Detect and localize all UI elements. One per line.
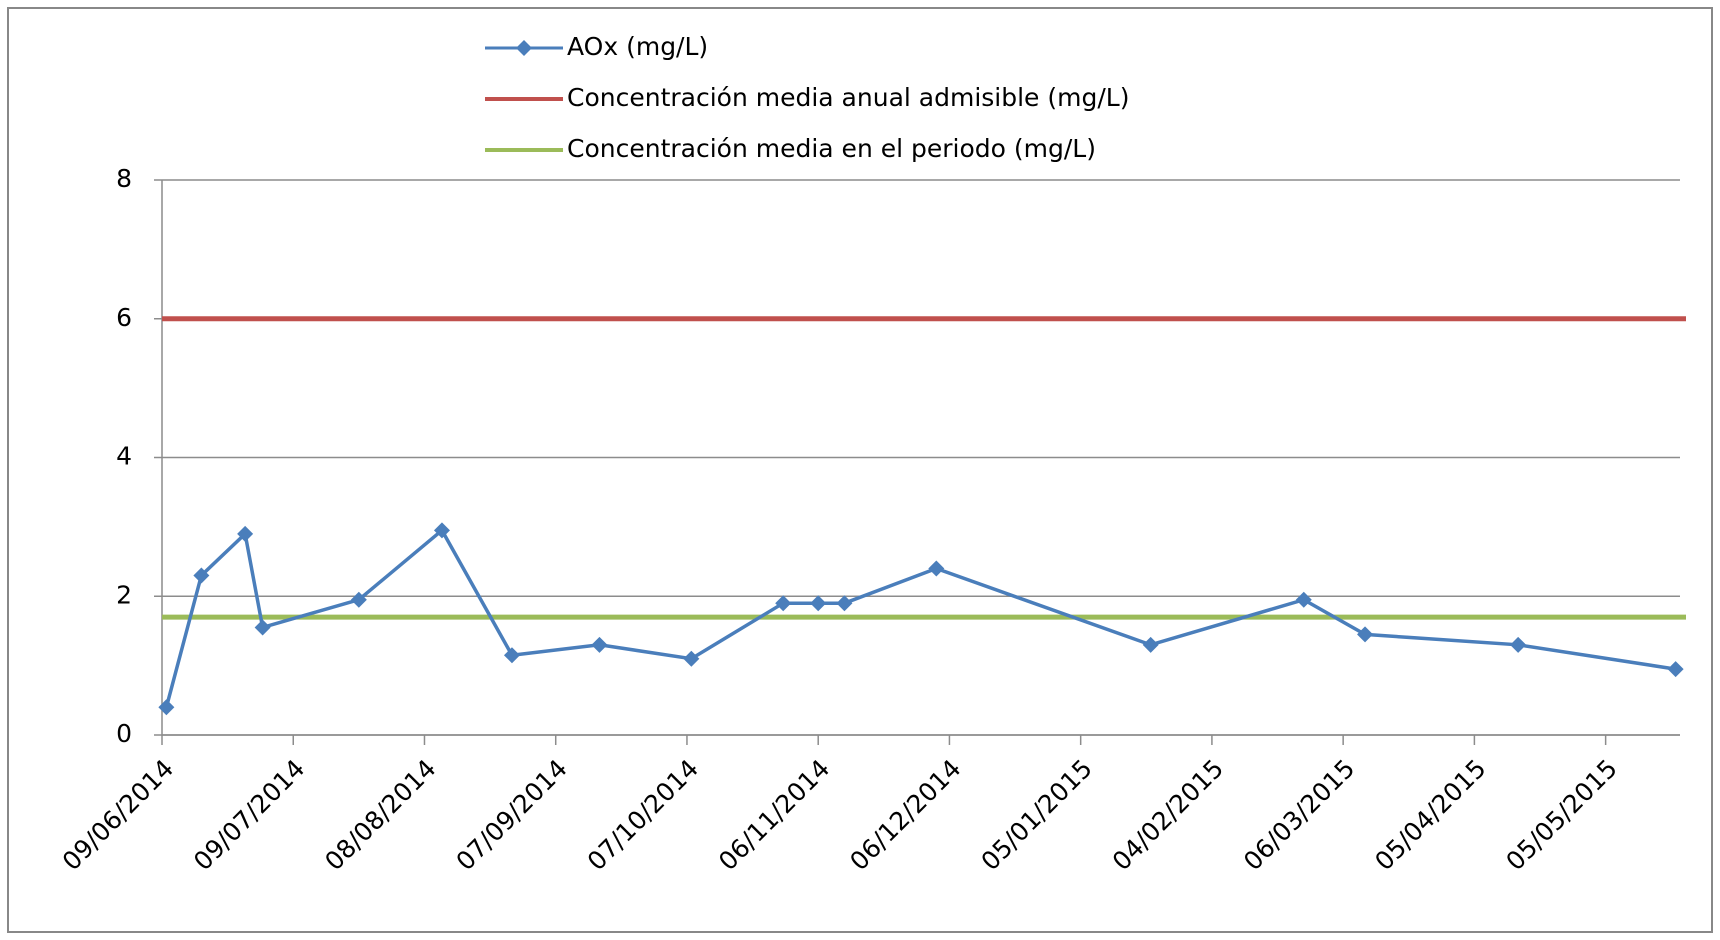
- data-point: [683, 650, 700, 667]
- data-point: [193, 567, 210, 584]
- y-tick-label: 0: [116, 719, 132, 748]
- data-line: [164, 527, 1676, 708]
- data-point: [237, 525, 254, 542]
- data-point: [1295, 591, 1312, 608]
- legend-label: Concentración media anual admisible (mg/…: [567, 83, 1129, 112]
- data-point: [1510, 636, 1527, 653]
- data-point: [1357, 626, 1374, 643]
- data-point: [350, 591, 367, 608]
- y-tick-label: 6: [116, 303, 132, 332]
- data-point: [503, 647, 520, 664]
- data-point: [1667, 661, 1684, 678]
- legend-label: AOx (mg/L): [567, 32, 708, 61]
- data-point: [254, 619, 271, 636]
- data-point: [836, 595, 853, 612]
- data-point: [433, 522, 450, 539]
- y-tick-label: 4: [116, 442, 132, 471]
- data-point: [775, 595, 792, 612]
- legend-label: Concentración media en el periodo (mg/L): [567, 134, 1096, 163]
- data-point: [810, 595, 827, 612]
- data-point: [1142, 636, 1159, 653]
- legend-marker: [516, 40, 532, 56]
- data-point: [158, 699, 175, 716]
- y-tick-label: 8: [116, 164, 132, 193]
- data-point: [928, 560, 945, 577]
- data-point: [591, 636, 608, 653]
- y-tick-label: 2: [116, 580, 132, 609]
- chart-frame: [7, 7, 1713, 933]
